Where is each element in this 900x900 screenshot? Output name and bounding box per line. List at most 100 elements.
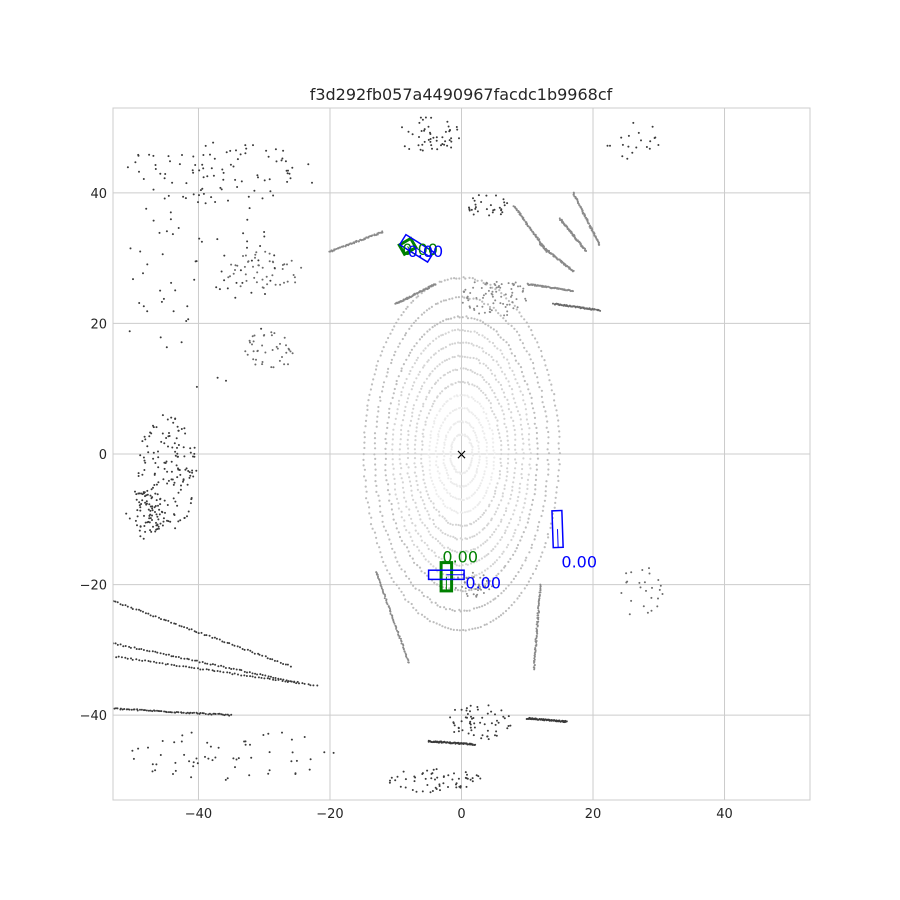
scan-point: [398, 635, 401, 638]
scan-point: [257, 652, 260, 655]
ring-point: [492, 464, 495, 467]
cluster-point: [162, 517, 165, 520]
cluster-point: [134, 161, 137, 164]
scan-point: [186, 711, 189, 714]
ring-point: [505, 297, 508, 300]
ring-point: [467, 510, 470, 513]
ring-point: [486, 539, 489, 542]
ring-point: [441, 499, 444, 502]
ring-point: [464, 629, 467, 632]
ring-point: [467, 408, 470, 411]
cluster-point: [645, 146, 648, 148]
ring-point: [441, 625, 444, 628]
cluster-point: [242, 255, 244, 257]
ring-point: [420, 453, 423, 456]
cluster-point: [496, 719, 498, 722]
ring-point: [421, 499, 424, 502]
ring-point: [387, 336, 390, 340]
ring-point: [420, 613, 424, 616]
cluster-point: [187, 318, 190, 321]
ring-point: [547, 536, 550, 539]
ring-point: [481, 426, 484, 429]
cluster-point: [261, 363, 264, 366]
ring-point: [476, 546, 479, 549]
cluster-point: [173, 481, 176, 484]
ring-point: [416, 422, 419, 425]
cluster-point: [475, 774, 478, 777]
scan-point: [156, 709, 158, 712]
ring-point: [535, 431, 539, 435]
ring-point: [451, 549, 454, 552]
scan-point: [561, 288, 564, 291]
scan-point: [269, 675, 272, 678]
scan-point: [538, 591, 541, 594]
cluster-point: [271, 349, 274, 351]
ring-point: [426, 360, 429, 363]
ring-point: [514, 433, 517, 436]
ring-point: [524, 408, 528, 411]
cluster-point: [236, 186, 239, 188]
cluster-point: [170, 416, 173, 419]
ring-point: [422, 594, 425, 598]
ring-point: [466, 317, 470, 320]
ring-point: [470, 562, 473, 565]
scan-point: [397, 631, 400, 634]
ring-point: [463, 381, 466, 384]
ring-point: [476, 331, 479, 334]
cluster-point: [480, 588, 482, 591]
ring-point: [544, 542, 547, 545]
ring-point: [558, 463, 561, 466]
cluster-point: [489, 204, 492, 207]
cluster-point: [186, 483, 189, 486]
cluster-point: [202, 176, 205, 179]
scan-point: [399, 637, 402, 640]
cluster-point: [294, 773, 297, 775]
ring-point: [479, 482, 482, 485]
ring-point: [393, 325, 396, 328]
ring-point: [498, 477, 501, 480]
scan-point: [158, 662, 161, 664]
cluster-point: [323, 751, 326, 754]
scan-point: [193, 711, 195, 714]
ring-point: [428, 342, 432, 345]
ring-point: [511, 369, 514, 372]
ring-point: [514, 574, 517, 578]
cluster-point: [189, 451, 192, 454]
scan-point: [402, 644, 405, 647]
ring-point: [473, 278, 477, 281]
ring-point: [437, 435, 440, 438]
cluster-point: [287, 169, 289, 172]
cluster-point: [401, 126, 403, 129]
ring-point: [397, 507, 400, 510]
cluster-point: [139, 525, 142, 528]
cluster-point: [281, 157, 284, 160]
scan-point: [539, 583, 542, 586]
ring-point: [386, 569, 389, 572]
cluster-point: [419, 148, 422, 151]
cluster-point: [155, 763, 158, 766]
ring-point: [538, 521, 541, 524]
ring-point: [373, 437, 377, 440]
ring-point: [478, 362, 481, 365]
ring-point: [522, 375, 525, 378]
cluster-point: [506, 727, 509, 730]
cluster-point: [225, 379, 227, 382]
ring-point: [503, 395, 506, 399]
scan-point: [398, 637, 401, 639]
ring-point: [402, 386, 405, 389]
ring-point: [397, 403, 400, 406]
cluster-point: [485, 281, 488, 284]
ring-point: [364, 479, 367, 482]
scan-point: [135, 648, 138, 650]
cluster-point: [142, 178, 145, 180]
ring-point: [414, 435, 417, 438]
scan-point: [144, 612, 147, 615]
ring-point: [482, 350, 485, 353]
ring-point: [478, 455, 481, 458]
scan-point: [190, 628, 193, 631]
scan-point: [193, 630, 196, 633]
cluster-point: [149, 505, 152, 508]
scan-point: [380, 585, 383, 588]
cluster-point: [432, 136, 435, 139]
cluster-point: [490, 722, 493, 725]
